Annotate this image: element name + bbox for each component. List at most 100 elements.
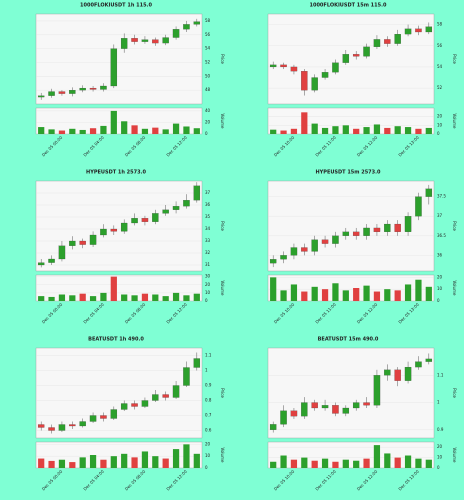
candle-body [183,24,190,30]
volume-bar [162,296,169,301]
y-axis-label: Price [220,388,225,398]
candle-body [384,369,391,376]
x-tick-label: Dec 05 12:00 [356,302,379,325]
volume-bar [172,449,180,468]
y-tick-label: 36 [437,252,443,257]
y-tick-label: 58 [205,18,211,23]
volume-axis-label: Volume [220,448,225,463]
y-tick-label: 54 [437,64,443,69]
volume-bar [58,130,66,134]
y-tick-label: 52 [437,85,443,90]
candle-body [321,72,329,78]
candle-body [183,200,190,207]
chart-title: BEATUSDT 1h 490.0 [88,337,144,343]
candle-body [162,37,169,44]
candle-body [58,424,66,431]
x-tick-label: Dec 05 12:00 [356,135,379,158]
candle-body [321,239,329,244]
volume-bar [141,451,149,468]
candle-body [131,218,138,224]
candle-body [352,54,360,57]
volume-bar [311,460,318,468]
volume-bar [342,125,349,134]
volume-bar [332,283,339,301]
x-tick-label: Dec 05 04:00 [82,302,105,325]
price-panel [35,13,203,105]
x-tick-label: Dec 05 08:00 [124,135,147,158]
candle-body [162,209,169,214]
y-tick-label: 33 [205,238,211,243]
candle-body [269,259,277,264]
y-tick-label: 1.1 [437,372,444,377]
candle-body [280,255,287,260]
y-tick-label: 0.9 [205,383,212,388]
volume-bar [394,126,401,134]
volume-bar [89,455,97,468]
volume-axis-label: Volume [220,281,225,296]
candle-body [404,366,412,381]
candle-body [193,21,201,25]
candle-body [141,218,149,222]
y-tick-label: 56 [437,43,443,48]
volume-tick-label: 0 [437,298,440,303]
price-panel [267,13,435,105]
chart-title: BEATUSDT 15m 490.0 [318,337,379,343]
candle-body [131,38,138,42]
volume-bar [270,277,277,301]
volume-bar [321,127,329,134]
candle-body [269,424,277,430]
volume-bar [183,444,190,468]
volume-bar [425,127,432,134]
candle-body [89,234,97,245]
candle-body [280,64,287,68]
volume-bar [38,296,45,301]
candle-body [394,34,401,44]
candle-body [404,28,412,35]
y-tick-label: 1 [437,400,440,405]
candle-body [48,258,55,263]
candle-body [172,385,180,398]
candle-body [342,407,350,414]
x-tick-label: Dec 05 13:00 [397,469,420,492]
y-tick-label: 58 [437,22,443,27]
volume-bar [152,456,159,468]
y-tick-label: 37 [205,190,211,195]
volume-tick-label: 0 [437,131,440,136]
candle-body [89,415,97,422]
candle-body [79,240,86,245]
y-tick-label: 56 [205,32,211,37]
x-tick-label: Dec 05 13:00 [397,135,420,158]
volume-bar [280,455,287,468]
y-axis-label: Price [452,54,457,64]
y-tick-label: 35 [205,214,211,219]
volume-tick-label: 10 [437,286,443,291]
volume-bar [321,458,329,468]
volume-bar [384,127,391,134]
price-panel [267,347,435,439]
candle-body [363,402,370,406]
candle-body [342,231,350,236]
candle-body [373,375,381,406]
y-tick-label: 36 [205,202,211,207]
volume-tick-label: 0 [205,465,208,470]
volume-bar [404,127,412,134]
candle-body [290,66,298,72]
candle-body [120,403,128,410]
volume-bar [404,455,412,468]
volume-tick-label: 10 [205,290,211,295]
volume-bar [100,459,107,468]
volume-tick-label: 20 [205,282,211,287]
candle-body [58,245,66,260]
volume-bar [58,294,66,301]
candle-body [301,247,308,252]
candle-body [332,405,339,414]
volume-bar [172,123,180,134]
candle-body [394,369,401,381]
x-tick-label: Dec 05 11:00 [314,135,337,158]
volume-bar [342,290,349,301]
volume-bar [183,126,190,134]
candle-body [301,71,308,91]
volume-bar [79,129,86,134]
